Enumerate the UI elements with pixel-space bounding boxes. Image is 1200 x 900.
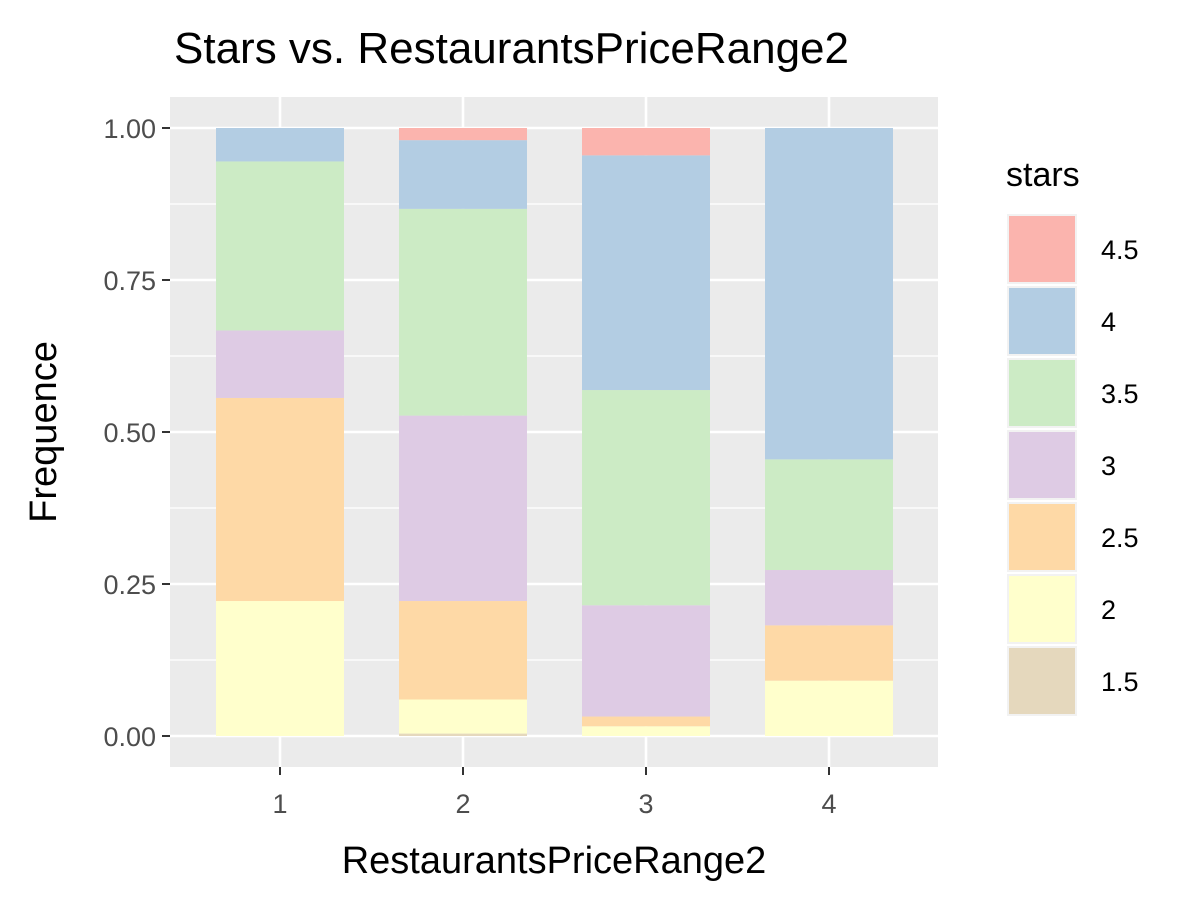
- bar-segment-3-3: [582, 605, 710, 717]
- y-tick-label-3: 0.75: [103, 266, 156, 296]
- bar-segment-1-3.5: [216, 161, 344, 331]
- legend-swatch-4.5: [1009, 216, 1075, 282]
- legend-label-3.5: 3.5: [1101, 379, 1139, 409]
- legend-swatch-2: [1009, 576, 1075, 642]
- bar-segment-3-3.5: [582, 390, 710, 606]
- bar-segment-2-2: [399, 699, 527, 734]
- y-axis-title: Frequence: [23, 341, 65, 523]
- legend-swatch-4: [1009, 288, 1075, 354]
- y-tick-label-1: 0.25: [103, 570, 156, 600]
- bar-segment-2-4.5: [399, 128, 527, 141]
- bar-segment-2-3.5: [399, 208, 527, 416]
- x-tick-label-2: 3: [638, 789, 653, 819]
- x-tick-label-0: 1: [272, 789, 287, 819]
- bar-segment-1-4: [216, 128, 344, 162]
- chart-title: Stars vs. RestaurantsPriceRange2: [174, 24, 849, 73]
- y-tick-label-2: 0.50: [103, 418, 156, 448]
- legend-label-4: 4: [1101, 307, 1116, 337]
- y-tick-label-0: 0.00: [103, 722, 156, 752]
- x-axis-title: RestaurantsPriceRange2: [342, 840, 767, 882]
- legend-title: stars: [1006, 156, 1080, 194]
- bar-segment-1-2: [216, 601, 344, 736]
- bar-segment-2-2.5: [399, 601, 527, 700]
- bar-segment-2-3: [399, 415, 527, 602]
- bar-segment-4-3.5: [765, 459, 893, 571]
- bar-segment-1-3: [216, 330, 344, 398]
- legend-swatch-2.5: [1009, 504, 1075, 570]
- legend-label-2: 2: [1101, 595, 1116, 625]
- legend-label-1.5: 1.5: [1101, 667, 1139, 697]
- legend-swatch-3: [1009, 432, 1075, 498]
- legend: 4.5 4 3.5 3 2.5 2 1.5: [1007, 214, 1139, 716]
- legend-label-3: 3: [1101, 451, 1116, 481]
- bar-segment-4-2: [765, 680, 893, 736]
- bar-segment-3-2.5: [582, 716, 710, 727]
- legend-swatch-3.5: [1009, 360, 1075, 426]
- bar-segment-4-2.5: [765, 625, 893, 681]
- x-tick-label-3: 4: [821, 789, 836, 819]
- y-tick-label-4: 1.00: [103, 114, 156, 144]
- legend-label-2.5: 2.5: [1101, 523, 1139, 553]
- bars-layer: [216, 128, 893, 736]
- bar-segment-1-2.5: [216, 397, 344, 602]
- legend-swatch-1.5: [1009, 648, 1075, 714]
- legend-label-4.5: 4.5: [1101, 235, 1139, 265]
- bar-segment-3-4.5: [582, 128, 710, 156]
- bar-segment-4-3: [765, 570, 893, 626]
- bar-segment-3-2: [582, 726, 710, 736]
- axis-layer: 0.00 0.25 0.50 0.75 1.00 1 2 3 4: [103, 114, 836, 819]
- bar-segment-2-4: [399, 140, 527, 209]
- bar-segment-2-1.5: [399, 733, 527, 736]
- bar-segment-4-4: [765, 128, 893, 460]
- x-tick-label-1: 2: [455, 789, 470, 819]
- bar-segment-3-4: [582, 155, 710, 391]
